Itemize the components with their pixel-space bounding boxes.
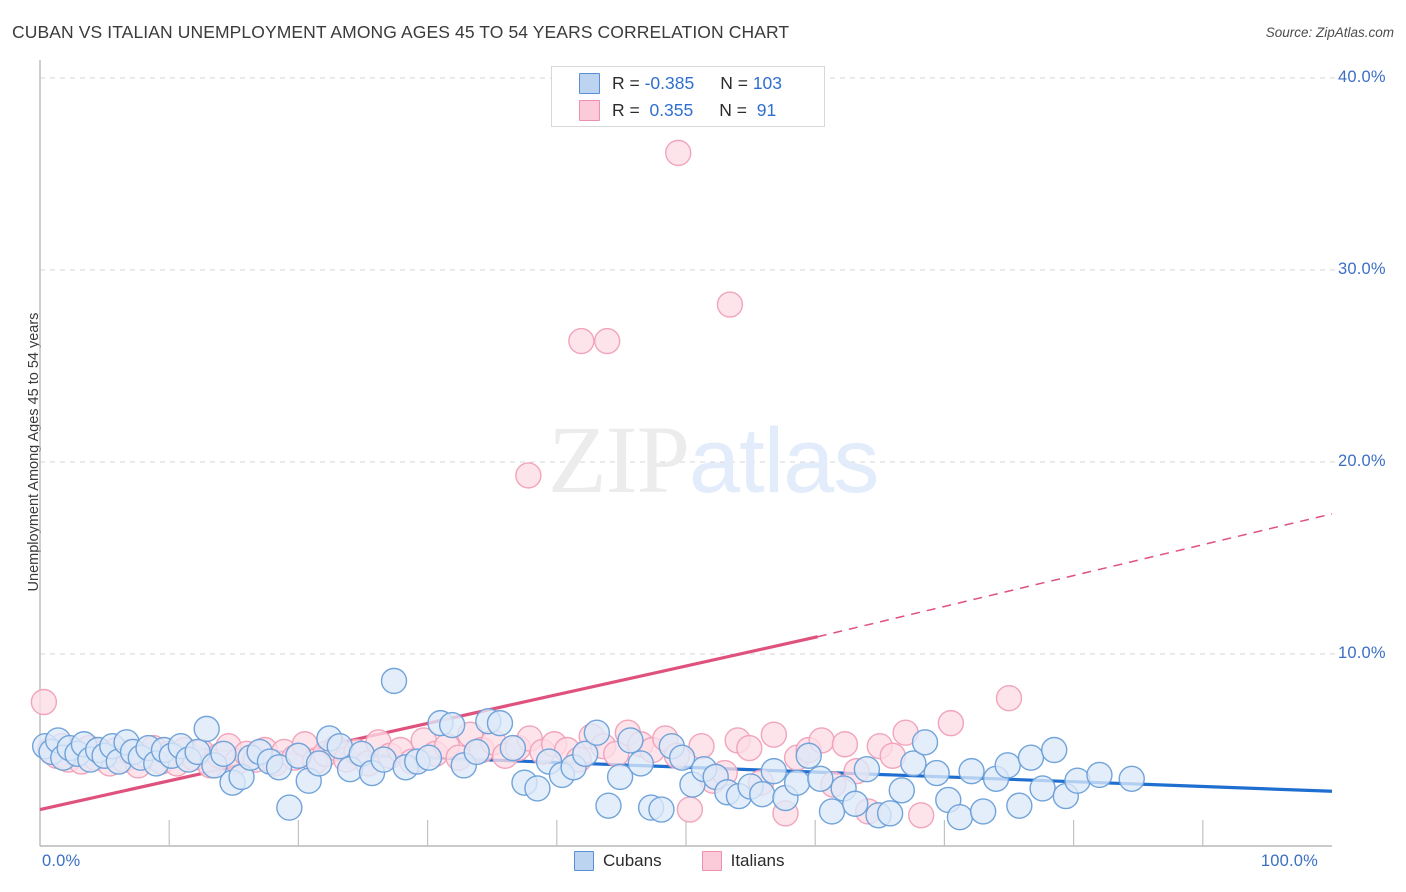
stat-row-italians: R = 0.355 N = 91	[552, 97, 824, 124]
y-tick-label: 10.0%	[1338, 644, 1386, 662]
stat-r-label-italians: R =	[612, 100, 645, 120]
scatter-points-italians	[30, 139, 1023, 829]
stat-n-label-italians: N =	[719, 100, 752, 120]
x-tick-label: 100.0%	[1260, 852, 1318, 870]
correlation-stats-box: R = -0.385 N = 103 R = 0.355 N = 91	[551, 66, 825, 127]
gridlines	[40, 77, 1338, 655]
legend-item-cubans[interactable]: Cubans	[574, 851, 662, 871]
x-tick-marks	[168, 820, 1204, 846]
legend-item-italians[interactable]: Italians	[701, 851, 785, 871]
legend-swatch-italians	[701, 851, 722, 871]
chart-legend: Cubans Italians	[574, 851, 814, 871]
stat-row-cubans: R = -0.385 N = 103	[552, 70, 824, 97]
x-tick-label: 0.0%	[42, 852, 81, 870]
y-tick-label: 30.0%	[1338, 260, 1386, 278]
scatter-points-cubans	[31, 667, 1145, 831]
stat-n-value-italians: 91	[751, 100, 777, 120]
stat-r-label-cubans: R =	[612, 73, 645, 93]
stat-n-label-cubans: N =	[720, 73, 753, 93]
stat-r-value-cubans: -0.385	[644, 73, 695, 93]
stat-r-value-italians: 0.355	[644, 100, 694, 120]
stat-swatch-cubans	[579, 73, 600, 94]
legend-label-italians: Italians	[730, 851, 785, 870]
legend-label-cubans: Cubans	[603, 851, 662, 870]
source-label: Source: ZipAtlas.com	[1265, 25, 1394, 40]
legend-swatch-cubans	[574, 851, 594, 871]
stat-n-value-cubans: 103	[752, 73, 783, 93]
y-tick-label: 20.0%	[1338, 452, 1386, 470]
y-tick-label: 40.0%	[1338, 68, 1386, 86]
stat-swatch-italians	[579, 100, 600, 121]
axis-lines	[39, 60, 1332, 847]
page-title: CUBAN VS ITALIAN UNEMPLOYMENT AMONG AGES…	[12, 22, 790, 42]
